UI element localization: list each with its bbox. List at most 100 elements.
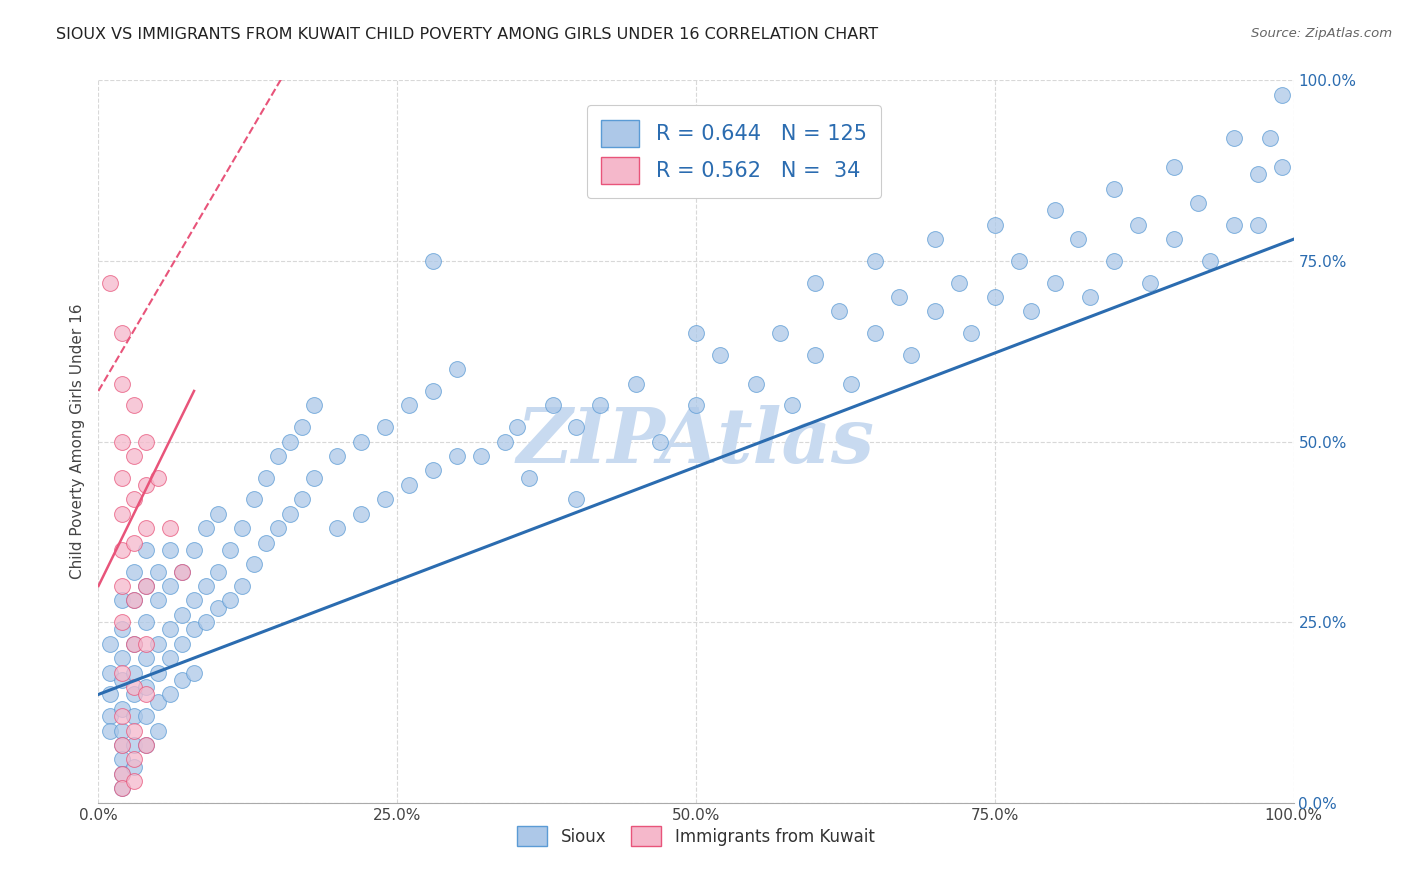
Point xyxy=(124,665,146,680)
Point xyxy=(111,673,134,687)
Point xyxy=(148,593,170,607)
Point xyxy=(159,651,181,665)
Point xyxy=(828,304,851,318)
Point xyxy=(565,420,588,434)
Point xyxy=(1043,276,1066,290)
Point xyxy=(124,449,146,463)
Point xyxy=(135,738,157,752)
Point xyxy=(1271,160,1294,174)
Point xyxy=(1271,87,1294,102)
Point xyxy=(924,232,946,246)
Point xyxy=(780,398,803,412)
Point xyxy=(984,290,1007,304)
Point xyxy=(207,507,229,521)
Point xyxy=(374,492,396,507)
Point xyxy=(159,521,181,535)
Point xyxy=(135,651,157,665)
Point xyxy=(124,738,146,752)
Point xyxy=(148,637,170,651)
Point xyxy=(422,384,444,398)
Point xyxy=(267,521,290,535)
Point xyxy=(219,593,242,607)
Point xyxy=(111,709,134,723)
Point xyxy=(984,218,1007,232)
Point xyxy=(111,326,134,340)
Point xyxy=(398,478,420,492)
Point xyxy=(135,542,157,557)
Point xyxy=(517,470,540,484)
Point xyxy=(278,507,301,521)
Point xyxy=(195,521,218,535)
Point xyxy=(148,723,170,738)
Point xyxy=(768,326,790,340)
Point xyxy=(159,542,181,557)
Point xyxy=(422,463,444,477)
Point xyxy=(111,615,134,630)
Point xyxy=(889,290,911,304)
Point xyxy=(98,723,122,738)
Point xyxy=(124,709,146,723)
Text: ZIPAtlas: ZIPAtlas xyxy=(517,405,875,478)
Point xyxy=(302,470,325,484)
Point xyxy=(446,362,468,376)
Point xyxy=(231,521,253,535)
Point xyxy=(494,434,516,449)
Point xyxy=(841,376,863,391)
Point xyxy=(589,398,612,412)
Point xyxy=(183,542,205,557)
Point xyxy=(124,637,146,651)
Point xyxy=(111,738,134,752)
Point xyxy=(111,542,134,557)
Point xyxy=(804,276,827,290)
Point xyxy=(1104,182,1126,196)
Point xyxy=(159,687,181,701)
Text: SIOUX VS IMMIGRANTS FROM KUWAIT CHILD POVERTY AMONG GIRLS UNDER 16 CORRELATION C: SIOUX VS IMMIGRANTS FROM KUWAIT CHILD PO… xyxy=(56,27,879,42)
Point xyxy=(648,434,672,449)
Point xyxy=(111,767,134,781)
Point xyxy=(195,615,218,630)
Point xyxy=(291,492,314,507)
Point xyxy=(374,420,396,434)
Point xyxy=(135,637,157,651)
Point xyxy=(183,623,205,637)
Point xyxy=(506,420,529,434)
Point xyxy=(98,665,122,680)
Point xyxy=(231,579,253,593)
Point xyxy=(219,542,242,557)
Legend: Sioux, Immigrants from Kuwait: Sioux, Immigrants from Kuwait xyxy=(510,820,882,852)
Point xyxy=(159,579,181,593)
Point xyxy=(172,673,194,687)
Point xyxy=(111,702,134,716)
Point xyxy=(111,376,134,391)
Point xyxy=(302,398,325,412)
Point xyxy=(1223,131,1246,145)
Point xyxy=(446,449,468,463)
Point xyxy=(350,507,373,521)
Point xyxy=(111,723,134,738)
Point xyxy=(1139,276,1161,290)
Point xyxy=(960,326,983,340)
Point xyxy=(172,607,194,622)
Point xyxy=(207,600,229,615)
Point xyxy=(470,449,492,463)
Point xyxy=(685,326,707,340)
Point xyxy=(135,579,157,593)
Point xyxy=(124,593,146,607)
Point xyxy=(124,723,146,738)
Point xyxy=(135,680,157,694)
Y-axis label: Child Poverty Among Girls Under 16: Child Poverty Among Girls Under 16 xyxy=(69,304,84,579)
Point xyxy=(98,276,122,290)
Point xyxy=(1258,131,1281,145)
Point xyxy=(685,398,707,412)
Point xyxy=(111,507,134,521)
Point xyxy=(207,565,229,579)
Point xyxy=(291,420,314,434)
Point xyxy=(172,637,194,651)
Point xyxy=(124,492,146,507)
Point xyxy=(111,665,134,680)
Point xyxy=(948,276,970,290)
Point xyxy=(135,709,157,723)
Point xyxy=(111,623,134,637)
Point xyxy=(135,738,157,752)
Point xyxy=(626,376,648,391)
